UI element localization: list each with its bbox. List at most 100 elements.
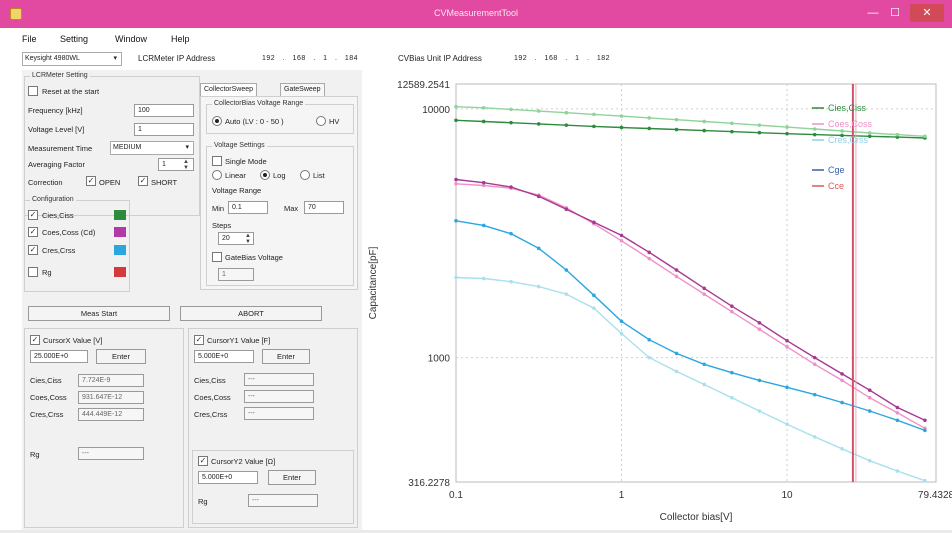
config-crss-color[interactable] [114, 245, 126, 255]
range-hv-label: HV [329, 117, 340, 126]
config-ciss-color[interactable] [114, 210, 126, 220]
cv-chart-svg[interactable]: 0.1 1 10 79.4328 12589.2541 10000 1000 316.2278… [362, 70, 952, 530]
tab-collector-sweep[interactable]: CollectorSweep [200, 83, 258, 96]
menu-setting[interactable]: Setting [60, 34, 89, 44]
lcr-ip-octet-1[interactable]: 192 [262, 55, 276, 62]
series-point [509, 279, 513, 284]
cursor-y2-rg-value: --- [248, 494, 318, 507]
series-point [730, 121, 734, 126]
lcr-ip-octet-4[interactable]: 184 [344, 55, 359, 62]
bias-ip-octet-2[interactable]: 168 [544, 55, 558, 62]
status-strip [0, 530, 952, 533]
series-point [702, 292, 707, 296]
gate-bias-checkbox[interactable] [212, 252, 222, 262]
series-point [812, 392, 817, 397]
spin-up-icon[interactable]: ▲ [183, 159, 189, 165]
short-checkbox[interactable]: ✓ [138, 176, 148, 186]
range-auto-label: Auto (LV : 0 - 50 ) [225, 117, 284, 126]
series-point [840, 446, 844, 451]
range-hv-radio[interactable] [316, 116, 326, 126]
cv-chart[interactable]: 0.1 1 10 79.4328 12589.2541 10000 1000 316.2278… [362, 70, 952, 530]
voltage-range-label: Voltage Range [212, 186, 262, 195]
bias-ip-octet-4[interactable]: 182 [596, 55, 611, 62]
series-point [895, 469, 900, 473]
series-point [785, 385, 789, 390]
cursor-y1-crss-label: Cres,Crss [194, 410, 228, 419]
series-point [564, 268, 569, 272]
cursor-y1-enter-button[interactable]: Enter [262, 349, 310, 364]
reset-checkbox[interactable] [28, 86, 38, 96]
abort-button[interactable]: ABORT [180, 306, 322, 321]
cursor-y2-enter-button[interactable]: Enter [268, 470, 316, 485]
series-point [702, 119, 707, 124]
range-auto-radio[interactable] [212, 116, 222, 126]
legend-label: Cce [828, 181, 844, 191]
averaging-factor-input[interactable]: 1 [158, 158, 194, 171]
lcr-ip-octet-3[interactable]: 1 [323, 55, 328, 62]
series-point [454, 177, 458, 182]
lcr-ip-octet-2[interactable]: 168 [292, 55, 306, 62]
mode-linear-radio[interactable] [212, 170, 222, 180]
bias-ip-octet-1[interactable]: 192 [514, 55, 528, 62]
menu-window[interactable]: Window [115, 34, 148, 44]
measurement-time-select[interactable]: MEDIUM ▾ [110, 141, 194, 155]
measurement-time-label: Measurement Time [28, 144, 93, 153]
cursor-y2-rg-label: Rg [198, 497, 208, 506]
max-input[interactable]: 70 [304, 201, 344, 214]
meas-start-button[interactable]: Meas Start [28, 306, 170, 321]
x-tick-label: 1 [619, 490, 625, 501]
menu-help[interactable]: Help [171, 34, 190, 44]
series-point [647, 256, 652, 261]
cursor-x-input[interactable]: 25.000E+0 [30, 350, 88, 363]
steps-input[interactable]: 20 [218, 232, 254, 245]
series-point [674, 274, 679, 279]
series-point [895, 411, 900, 415]
min-input[interactable]: 0.1 [228, 201, 268, 214]
menu-file[interactable]: File [22, 34, 37, 44]
config-rg-color[interactable] [114, 267, 126, 277]
axes: 0.1 1 10 79.4328 12589.2541 10000 1000 316.2278… [368, 80, 952, 523]
close-button[interactable]: ✕ [910, 4, 944, 22]
bias-ip-field[interactable]: 192 . 168 . 1 . 182 [514, 55, 611, 62]
cursor-x-coss-value: 931.647E-12 [78, 391, 144, 404]
series-point [730, 309, 734, 314]
tab-gate-sweep[interactable]: GateSweep [280, 83, 325, 96]
cursor-x-enter-button[interactable]: Enter [96, 349, 146, 364]
series-point [757, 321, 762, 325]
config-coss-checkbox[interactable]: ✓ [28, 227, 38, 237]
series-point [730, 129, 734, 134]
gate-bias-input[interactable]: 1 [218, 268, 254, 281]
bias-ip-octet-3[interactable]: 1 [575, 55, 580, 62]
single-mode-checkbox[interactable] [212, 156, 222, 166]
instrument-select[interactable]: Keysight 4980WL ▾ [22, 52, 122, 66]
series-point [895, 135, 900, 139]
cursor-y1-ciss-value: --- [244, 373, 314, 386]
spin-down-icon[interactable]: ▼ [183, 165, 189, 171]
cursor-y1-input[interactable]: 5.000E+0 [194, 350, 254, 363]
cursor-y2-checkbox[interactable]: ✓ [198, 456, 208, 466]
window-title: CVMeasurementTool [433, 8, 519, 18]
spin-up-icon[interactable]: ▲ [245, 233, 251, 239]
cursor-x-checkbox[interactable]: ✓ [30, 335, 40, 345]
series-point [812, 132, 817, 137]
maximize-button[interactable]: ☐ [890, 7, 900, 19]
open-checkbox[interactable]: ✓ [86, 176, 96, 186]
config-crss-checkbox[interactable]: ✓ [28, 245, 38, 255]
config-rg-checkbox[interactable] [28, 267, 38, 277]
mode-list-label: List [313, 171, 325, 180]
mode-list-radio[interactable] [300, 170, 310, 180]
series-point [812, 362, 817, 367]
config-coss-color[interactable] [114, 227, 126, 237]
mode-log-radio[interactable] [260, 170, 270, 180]
frequency-input[interactable]: 100 [134, 104, 194, 117]
config-coss-label: Coes,Coss (Cd) [42, 228, 96, 237]
voltage-level-input[interactable]: 1 [134, 123, 194, 136]
cursor-y1-checkbox[interactable]: ✓ [194, 335, 204, 345]
config-ciss-checkbox[interactable]: ✓ [28, 210, 38, 220]
cursor-y2-input[interactable]: 5.000E+0 [198, 471, 258, 484]
lcr-ip-field[interactable]: 192 . 168 . 1 . 184 [262, 55, 359, 62]
spin-down-icon[interactable]: ▼ [245, 239, 251, 245]
minimize-button[interactable]: — [867, 7, 879, 19]
series-point [923, 134, 927, 139]
cursor-layer[interactable] [851, 84, 857, 482]
